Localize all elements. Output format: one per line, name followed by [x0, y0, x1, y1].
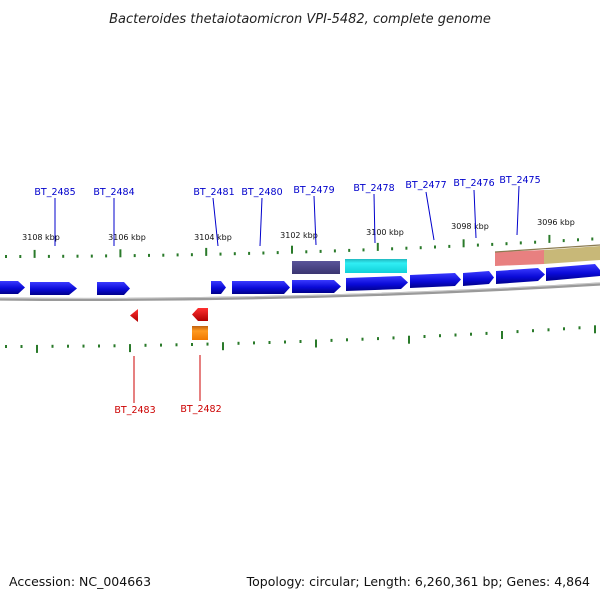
gene-label-bt-2476[interactable]: BT_2476	[453, 178, 494, 189]
gene-arrow-bt-2481[interactable]	[211, 281, 226, 294]
scale-label-3098: 3098 kbp	[451, 222, 489, 231]
gene-label-bt-2479[interactable]: BT_2479	[293, 185, 334, 196]
gene-arrow-left-edge[interactable]	[0, 281, 25, 294]
gene-arrow-bt-2476[interactable]	[463, 271, 494, 286]
gene-label-bt-2478[interactable]: BT_2478	[353, 183, 394, 194]
genome-backbone	[0, 282, 600, 302]
gene-label-bt-2477[interactable]: BT_2477	[405, 180, 446, 191]
genome-backbone-highlight	[0, 282, 600, 299]
gene-arrow-bt-2480[interactable]	[232, 281, 290, 294]
gene-arrow-bt-2485[interactable]	[30, 282, 77, 295]
gene-arrow-bt-2477[interactable]	[410, 273, 461, 288]
scale-label-3100: 3100 kbp	[366, 228, 404, 237]
genome-summary-text: Topology: circular; Length: 6,260,361 bp…	[246, 574, 590, 589]
feature-purple[interactable]	[292, 261, 340, 274]
feature-khaki-edge	[494, 244, 600, 253]
forward-label-leaders	[54, 185, 520, 247]
gene-arrow-bt-2482[interactable]	[192, 308, 208, 321]
scale-label-3108: 3108 kbp	[22, 233, 60, 242]
gene-label-bt-2484[interactable]: BT_2484	[93, 187, 134, 198]
gene-label-bt-2482[interactable]: BT_2482	[180, 404, 221, 415]
map-title: Bacteroides thetaiotaomicron VPI-5482, c…	[109, 12, 491, 27]
inner-scale-ticks	[5, 325, 596, 353]
gene-label-bt-2475[interactable]: BT_2475	[499, 175, 540, 186]
feature-orange[interactable]	[192, 326, 208, 340]
gene-arrow-bt-2483[interactable]	[130, 309, 138, 322]
gene-arrow-bt-2478[interactable]	[346, 276, 408, 291]
gene-label-bt-2483[interactable]: BT_2483	[114, 405, 155, 416]
reverse-label-leaders	[133, 355, 201, 403]
gene-label-bt-2481[interactable]: BT_2481	[193, 187, 234, 198]
scale-label-3104: 3104 kbp	[194, 233, 232, 242]
gene-arrow-right-edge[interactable]	[546, 264, 600, 281]
accession-text: Accession: NC_004663	[9, 574, 151, 589]
scale-label-3096: 3096 kbp	[537, 218, 575, 227]
gene-arrow-bt-2479[interactable]	[292, 280, 341, 293]
outer-scale-ticks	[5, 234, 594, 258]
feature-cyan[interactable]	[345, 259, 407, 273]
gene-arrow-bt-2475[interactable]	[496, 268, 545, 284]
gene-label-bt-2485[interactable]: BT_2485	[34, 187, 75, 198]
scale-label-3102: 3102 kbp	[280, 231, 318, 240]
feature-khaki[interactable]	[544, 246, 600, 264]
gene-arrow-bt-2484[interactable]	[97, 282, 130, 295]
scale-label-3106: 3106 kbp	[108, 233, 146, 242]
feature-pink[interactable]	[495, 250, 544, 266]
gene-label-bt-2480[interactable]: BT_2480	[241, 187, 282, 198]
